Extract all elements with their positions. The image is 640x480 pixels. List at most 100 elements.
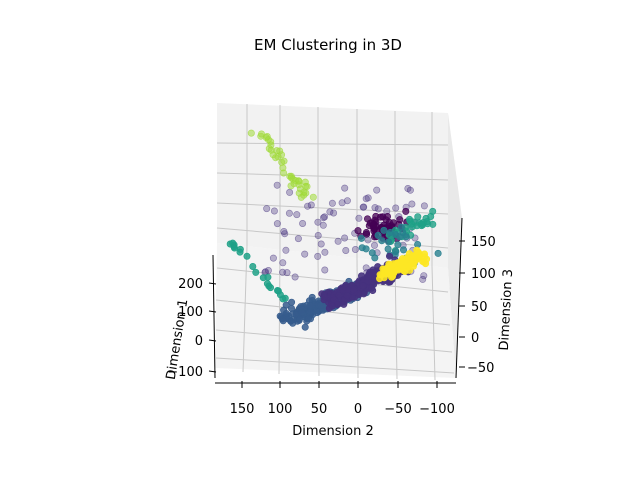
scatter-point xyxy=(328,302,336,310)
scatter-point xyxy=(321,213,329,221)
scatter-point xyxy=(306,308,314,316)
y-tick-label: 100 xyxy=(268,402,293,417)
scatter-point xyxy=(304,202,312,210)
scatter-point xyxy=(326,208,334,216)
grid-line-floor xyxy=(278,248,281,375)
grid-line-floor xyxy=(356,257,359,379)
scatter-point xyxy=(405,215,413,223)
scatter-point xyxy=(360,203,368,211)
grid-line-floor xyxy=(394,261,398,380)
scatter-point xyxy=(343,197,351,205)
scatter-point xyxy=(285,209,293,217)
x-tick-label: 0 xyxy=(195,334,203,349)
scatter-point xyxy=(291,273,299,281)
scatter-point xyxy=(264,273,272,281)
x-axis-line xyxy=(212,254,216,379)
scatter-point xyxy=(363,230,371,238)
z-axis-line xyxy=(455,217,463,379)
scatter-point xyxy=(247,129,255,137)
y-tick-label: 50 xyxy=(311,402,328,417)
scatter-point xyxy=(282,246,290,254)
scatter-point xyxy=(295,189,303,197)
scatter-point xyxy=(427,213,435,221)
z-tick-label: 150 xyxy=(471,235,496,250)
scatter-point xyxy=(317,301,325,309)
scatter-point xyxy=(287,304,295,312)
scatter-point xyxy=(279,259,287,267)
scatter-point xyxy=(317,240,325,248)
scatter-point xyxy=(243,252,251,260)
scatter-point xyxy=(420,258,428,266)
scatter-point xyxy=(252,268,260,276)
scatter-point xyxy=(396,216,404,224)
scatter-point xyxy=(276,147,284,155)
scatter-point xyxy=(299,220,307,228)
scatter-point xyxy=(287,174,295,182)
grid-line-floor xyxy=(242,245,248,373)
scatter-point xyxy=(378,237,386,245)
scatter-point xyxy=(314,252,322,260)
scatter-point xyxy=(314,232,322,240)
scatter-point xyxy=(384,245,392,253)
scatter-point xyxy=(265,282,273,290)
scatter-point xyxy=(280,228,288,236)
scatter-point xyxy=(379,213,387,221)
x-ticks: 200 100 0 −100 xyxy=(167,277,217,380)
scatter-point xyxy=(298,309,306,317)
scatter-point xyxy=(270,207,278,215)
scatter-point xyxy=(321,266,329,274)
scatter-point xyxy=(294,235,302,243)
grid-line-horizontal xyxy=(216,142,449,146)
scatter-point xyxy=(399,246,407,254)
scatter-point xyxy=(269,151,277,159)
scatter-point xyxy=(295,315,303,323)
scatter-point xyxy=(397,258,405,266)
scatter-point xyxy=(374,231,382,239)
scatter-point xyxy=(340,300,348,308)
scatter-point xyxy=(396,233,404,241)
scatter-point xyxy=(341,184,349,192)
scatter-point xyxy=(328,199,336,207)
scatter-point xyxy=(278,158,286,166)
scatter-point xyxy=(368,249,376,257)
scatter-point xyxy=(264,266,272,274)
scatter-point xyxy=(385,238,393,246)
scatter-point xyxy=(364,194,372,202)
scatter-point xyxy=(400,267,408,275)
scatter-point xyxy=(249,262,257,270)
scatter-point xyxy=(357,234,365,242)
y-ticks: 150 100 50 0 −50 −100 xyxy=(230,381,455,417)
z-tick-label: −50 xyxy=(467,361,494,376)
scatter-point xyxy=(363,215,371,223)
scatter-point xyxy=(387,273,395,281)
scatter-point xyxy=(407,253,415,261)
scatter-point xyxy=(359,282,367,290)
scatter-point xyxy=(385,252,393,260)
scatter-point xyxy=(321,293,329,301)
y-tick-label: 0 xyxy=(354,402,362,417)
scatter-point xyxy=(364,236,372,244)
scatter-point xyxy=(269,254,277,262)
scatter-point xyxy=(287,182,295,190)
scatter-point xyxy=(394,241,402,249)
scatter-point xyxy=(414,213,422,221)
scatter-point xyxy=(362,245,370,253)
grid-line-floor xyxy=(215,299,451,326)
scatter-point xyxy=(419,275,427,283)
scatter-point xyxy=(338,199,346,207)
scatter-point xyxy=(293,211,301,219)
scatter-point xyxy=(385,260,393,268)
scatter-point xyxy=(370,241,378,249)
y-tick-label: −50 xyxy=(384,402,411,417)
scatter-point xyxy=(404,185,412,193)
scatter-point xyxy=(319,221,327,229)
right-pane xyxy=(448,113,462,378)
chart-title: EM Clustering in 3D xyxy=(254,36,402,54)
scatter-point xyxy=(280,169,288,177)
scatter-point xyxy=(321,248,329,256)
scatter-point xyxy=(371,204,379,212)
x-tick-label: −100 xyxy=(167,365,203,380)
scatter-point xyxy=(408,200,416,208)
